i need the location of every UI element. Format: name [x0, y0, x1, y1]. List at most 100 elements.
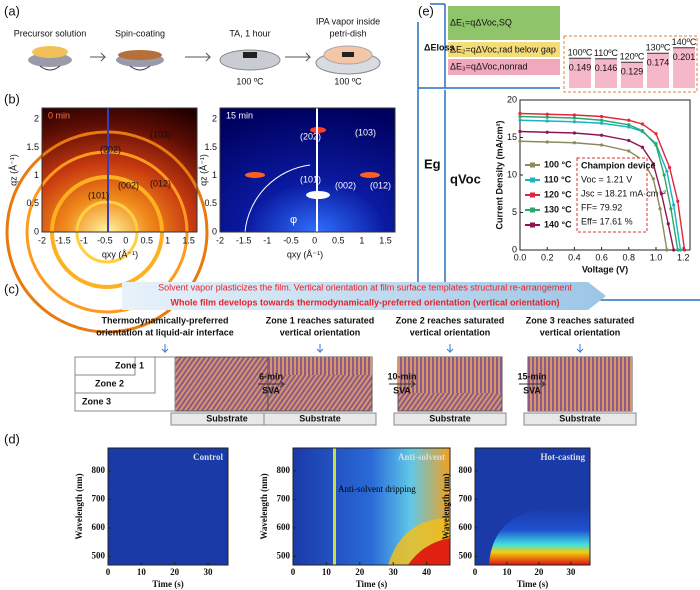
heatmap-title: Anti-solvent — [398, 452, 445, 462]
jv-point — [600, 143, 604, 147]
stage-title: vertical orientation — [410, 327, 491, 337]
stage-title: Zone 2 reaches saturated — [396, 315, 505, 325]
zone-line — [75, 357, 156, 394]
jv-point — [654, 143, 658, 147]
x-tick-label: -1.5 — [236, 235, 252, 245]
x-tick-label: 10 — [502, 567, 512, 577]
x-axis-label: Time (s) — [517, 579, 549, 589]
loss-temp: 110ºC — [594, 48, 619, 58]
jv-point — [572, 120, 577, 124]
legend-label: 110 °C — [544, 174, 572, 184]
x-tick-label: 0.4 — [568, 252, 581, 262]
jv-point — [682, 248, 687, 252]
x-tick-label: 0.8 — [623, 252, 636, 262]
panel-label: (e) — [418, 3, 434, 18]
loss-value: 0.146 — [595, 63, 618, 73]
y-tick-label: 0 — [512, 244, 517, 254]
jv-curve — [519, 112, 686, 251]
y-axis-label: Current Density (mA/cm²) — [494, 120, 504, 229]
jv-point — [518, 139, 522, 143]
step-label: TA, 1 hour — [229, 28, 270, 38]
legend-marker — [530, 177, 535, 183]
jv-point — [627, 118, 631, 122]
y-tick-label: 15 — [507, 132, 517, 142]
loss-temp: 100ºC — [568, 48, 593, 58]
heatmap-feature — [408, 538, 450, 565]
substrate-label: Substrate — [206, 413, 248, 423]
jv-point — [572, 131, 577, 135]
loss-box — [448, 59, 560, 75]
panel-label: (c) — [4, 281, 19, 296]
x-tick-label: -2 — [38, 235, 46, 245]
loss-value: 0.201 — [673, 52, 696, 62]
y-axis-label: qz (Å⁻¹) — [8, 154, 18, 186]
heatmap — [108, 448, 228, 565]
annotation-text: FF= 79.92 — [581, 202, 622, 212]
x-tick-label: 0 — [473, 567, 478, 577]
step-label: 6-min — [259, 371, 283, 381]
y-tick-label: 800 — [459, 465, 473, 475]
arrow-text: Whole film develops towards thermodynami… — [170, 297, 559, 307]
jv-point — [659, 192, 664, 196]
jv-point — [600, 121, 604, 125]
peak-label: (012) — [370, 180, 391, 190]
y-axis-label: Wavelength (nm) — [74, 473, 84, 539]
down-arrow — [316, 344, 324, 354]
peak-label: (202) — [300, 131, 321, 141]
film-vertical — [398, 357, 502, 393]
y-tick-label: 0 — [212, 226, 217, 236]
frame — [107, 447, 229, 566]
loss-bar — [595, 58, 617, 88]
substrate — [523, 412, 637, 426]
down-arrow — [576, 344, 584, 354]
y-tick-label: 0.5 — [204, 198, 217, 208]
y-axis-label: Wavelength (nm) — [441, 473, 451, 539]
jv-point — [627, 123, 631, 127]
x-tick-label: 30 — [389, 567, 399, 577]
frame — [474, 447, 591, 566]
jv-point — [572, 116, 577, 120]
peak-label: (202) — [100, 144, 121, 154]
loss-total-label: ΔEloss — [424, 42, 454, 52]
heatmap-title: Hot-casting — [541, 452, 586, 462]
eg-label: Eg — [424, 156, 441, 171]
substrate-label: Substrate — [299, 413, 341, 423]
x-tick-label: 1.5 — [379, 235, 392, 245]
jv-point — [668, 165, 672, 170]
peak-label: (101) — [300, 174, 321, 184]
step-label: IPA vapor inside — [316, 16, 380, 26]
jv-point — [545, 112, 549, 116]
y-tick-label: 0.5 — [26, 198, 39, 208]
annotation-text: Voc = 1.21 V — [581, 174, 632, 184]
y-tick-label: 1.5 — [204, 142, 217, 152]
peak-label: (101) — [88, 190, 109, 200]
y-tick-label: 10 — [507, 169, 517, 179]
jv-point — [518, 111, 522, 116]
jv-point — [654, 132, 658, 136]
x-tick-label: 1.2 — [677, 252, 690, 262]
y-tick-label: 600 — [459, 522, 473, 532]
note: Anti-solvent dripping — [338, 484, 416, 494]
y-tick-label: 700 — [277, 493, 291, 503]
jv-point — [672, 203, 676, 207]
y-tick-label: 2 — [212, 114, 217, 124]
jv-point — [669, 207, 673, 211]
panel-label: (d) — [4, 431, 20, 446]
x-tick-label: 1 — [359, 235, 364, 245]
jv-point — [666, 222, 670, 226]
y-tick-label: 600 — [277, 522, 291, 532]
annotation-text: Jsc = 18.21 mA·cm⁻² — [581, 188, 666, 198]
loss-bar — [569, 58, 591, 88]
substrate-label: Substrate — [429, 413, 471, 423]
jv-point — [676, 248, 680, 252]
zone-frame — [74, 356, 176, 412]
step-label: 15-min — [517, 371, 546, 381]
zone-label: Zone 1 — [115, 360, 144, 370]
heatmap-title: Control — [193, 452, 223, 462]
peak-label: (103) — [355, 127, 376, 137]
angle-label: φ — [290, 214, 297, 226]
loss-value: 0.149 — [569, 63, 592, 73]
jv-curve — [519, 115, 679, 251]
loss-box — [448, 6, 560, 40]
jv-point — [545, 119, 549, 123]
